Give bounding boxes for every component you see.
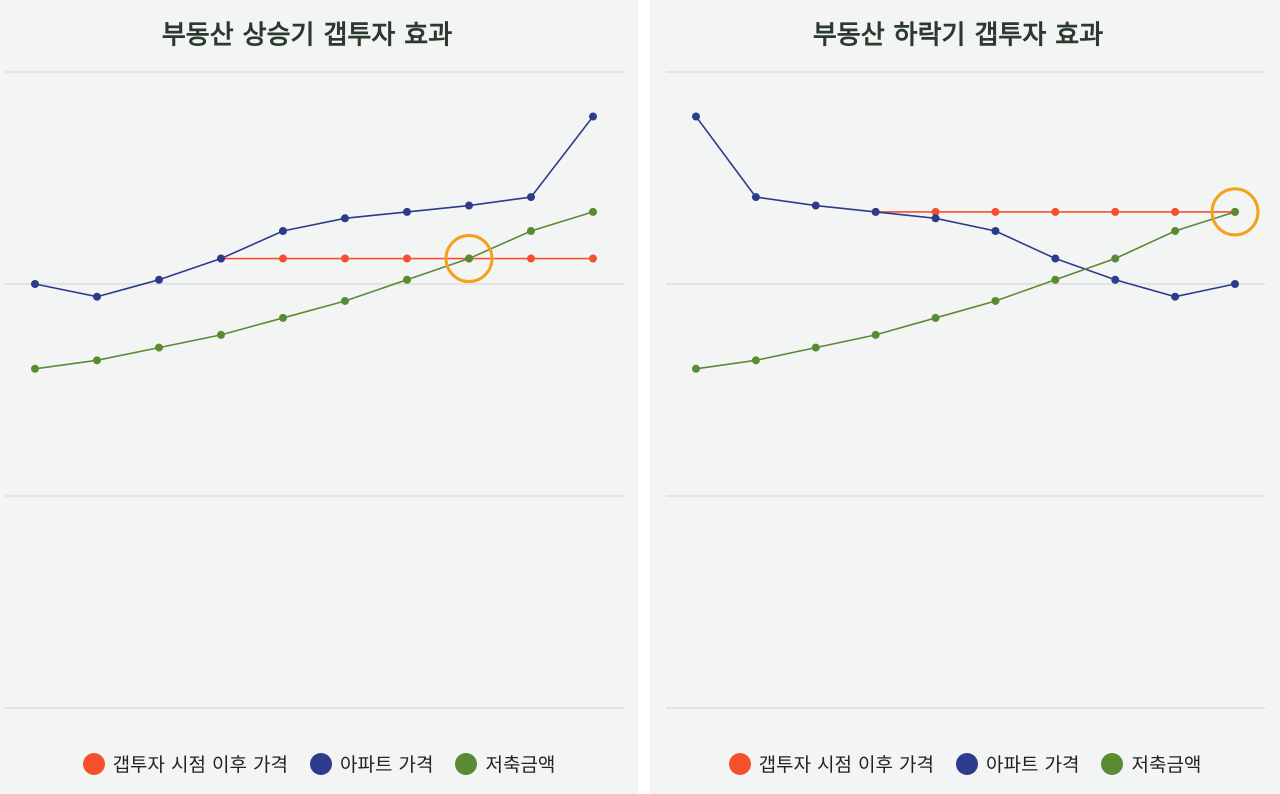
legend-item: 저축금액 [1101, 750, 1201, 777]
data-point [871, 330, 880, 339]
legend-item: 저축금액 [455, 750, 555, 777]
data-point [279, 254, 287, 263]
data-point [1111, 275, 1120, 284]
data-point [751, 356, 760, 365]
legend-swatch [455, 752, 478, 775]
legend-label: 갭투자 시점 이후 가격 [112, 754, 289, 776]
data-point [527, 193, 535, 202]
data-point [527, 254, 535, 263]
highlight-ring [1210, 187, 1260, 237]
data-point [692, 364, 700, 373]
data-point [1051, 207, 1060, 216]
chart: 부동산 하락기 갭투자 효과 [666, 21, 1265, 709]
data-point [341, 254, 349, 263]
data-point [155, 343, 163, 352]
data-point [403, 207, 411, 216]
data-point [931, 214, 940, 223]
legend-label: 아파트 가격 [986, 754, 1080, 776]
data-point [341, 214, 349, 223]
legend-label: 갭투자 시점 이후 가격 [758, 754, 935, 776]
data-point [341, 296, 349, 305]
legend-swatch [956, 752, 979, 775]
data-point [991, 207, 1000, 216]
data-point [1231, 280, 1239, 288]
legend-label: 저축금액 [485, 754, 556, 776]
chart: 부동산 상승기 갭투자 효과 [5, 21, 624, 709]
highlight-ring [444, 234, 494, 284]
data-point [931, 207, 940, 216]
data-point [692, 112, 700, 121]
data-point [811, 201, 820, 210]
data-point [279, 313, 287, 322]
data-point [93, 292, 101, 301]
data-point [991, 296, 1000, 305]
chart-panel: 부동산 상승기 갭투자 효과 갭투자 시점 이후 가격 아파트 가격 저축금액 [0, 0, 638, 794]
data-point [465, 254, 473, 263]
data-point [217, 330, 225, 339]
data-point [465, 201, 473, 210]
data-point [1111, 207, 1120, 216]
data-point [589, 207, 597, 216]
data-point [31, 364, 39, 373]
data-point [811, 343, 820, 352]
chart-title: 부동산 상승기 갭투자 효과 [162, 21, 452, 51]
data-point [1171, 292, 1180, 301]
data-point [527, 227, 535, 235]
series-line [34, 116, 594, 298]
legend-label: 저축금액 [1131, 754, 1202, 776]
legend: 갭투자 시점 이후 가격 아파트 가격 저축금액 [650, 750, 1280, 777]
legend-swatch [310, 752, 333, 775]
data-point [93, 356, 101, 365]
legend-swatch [82, 752, 105, 775]
series-line [695, 211, 1236, 370]
data-point [589, 254, 597, 263]
data-point [1051, 275, 1060, 284]
legend-item: 갭투자 시점 이후 가격 [728, 750, 935, 777]
data-point [751, 193, 760, 202]
data-point [217, 254, 225, 263]
series-line [695, 116, 1236, 298]
legend-swatch [1101, 752, 1124, 775]
legend-label: 아파트 가격 [340, 754, 434, 776]
data-point [871, 207, 880, 216]
data-point [279, 227, 287, 235]
data-point [31, 280, 39, 288]
data-point [1051, 254, 1060, 263]
legend-item: 아파트 가격 [956, 750, 1079, 777]
data-point [1171, 207, 1180, 216]
chart-panel: 부동산 하락기 갭투자 효과 갭투자 시점 이후 가격 아파트 가격 저축금액 [650, 0, 1280, 794]
data-point [1171, 227, 1180, 235]
data-point [403, 254, 411, 263]
legend-swatch [728, 752, 751, 775]
legend-item: 아파트 가격 [310, 750, 433, 777]
data-point [991, 227, 1000, 235]
legend: 갭투자 시점 이후 가격 아파트 가격 저축금액 [0, 750, 638, 777]
chart-title: 부동산 하락기 갭투자 효과 [813, 21, 1103, 51]
data-point [1231, 207, 1239, 216]
data-point [931, 313, 940, 322]
legend-item: 갭투자 시점 이후 가격 [82, 750, 289, 777]
data-point [1111, 254, 1120, 263]
series-line [34, 211, 594, 370]
data-point [155, 275, 163, 284]
data-point [589, 112, 597, 121]
data-point [403, 275, 411, 284]
